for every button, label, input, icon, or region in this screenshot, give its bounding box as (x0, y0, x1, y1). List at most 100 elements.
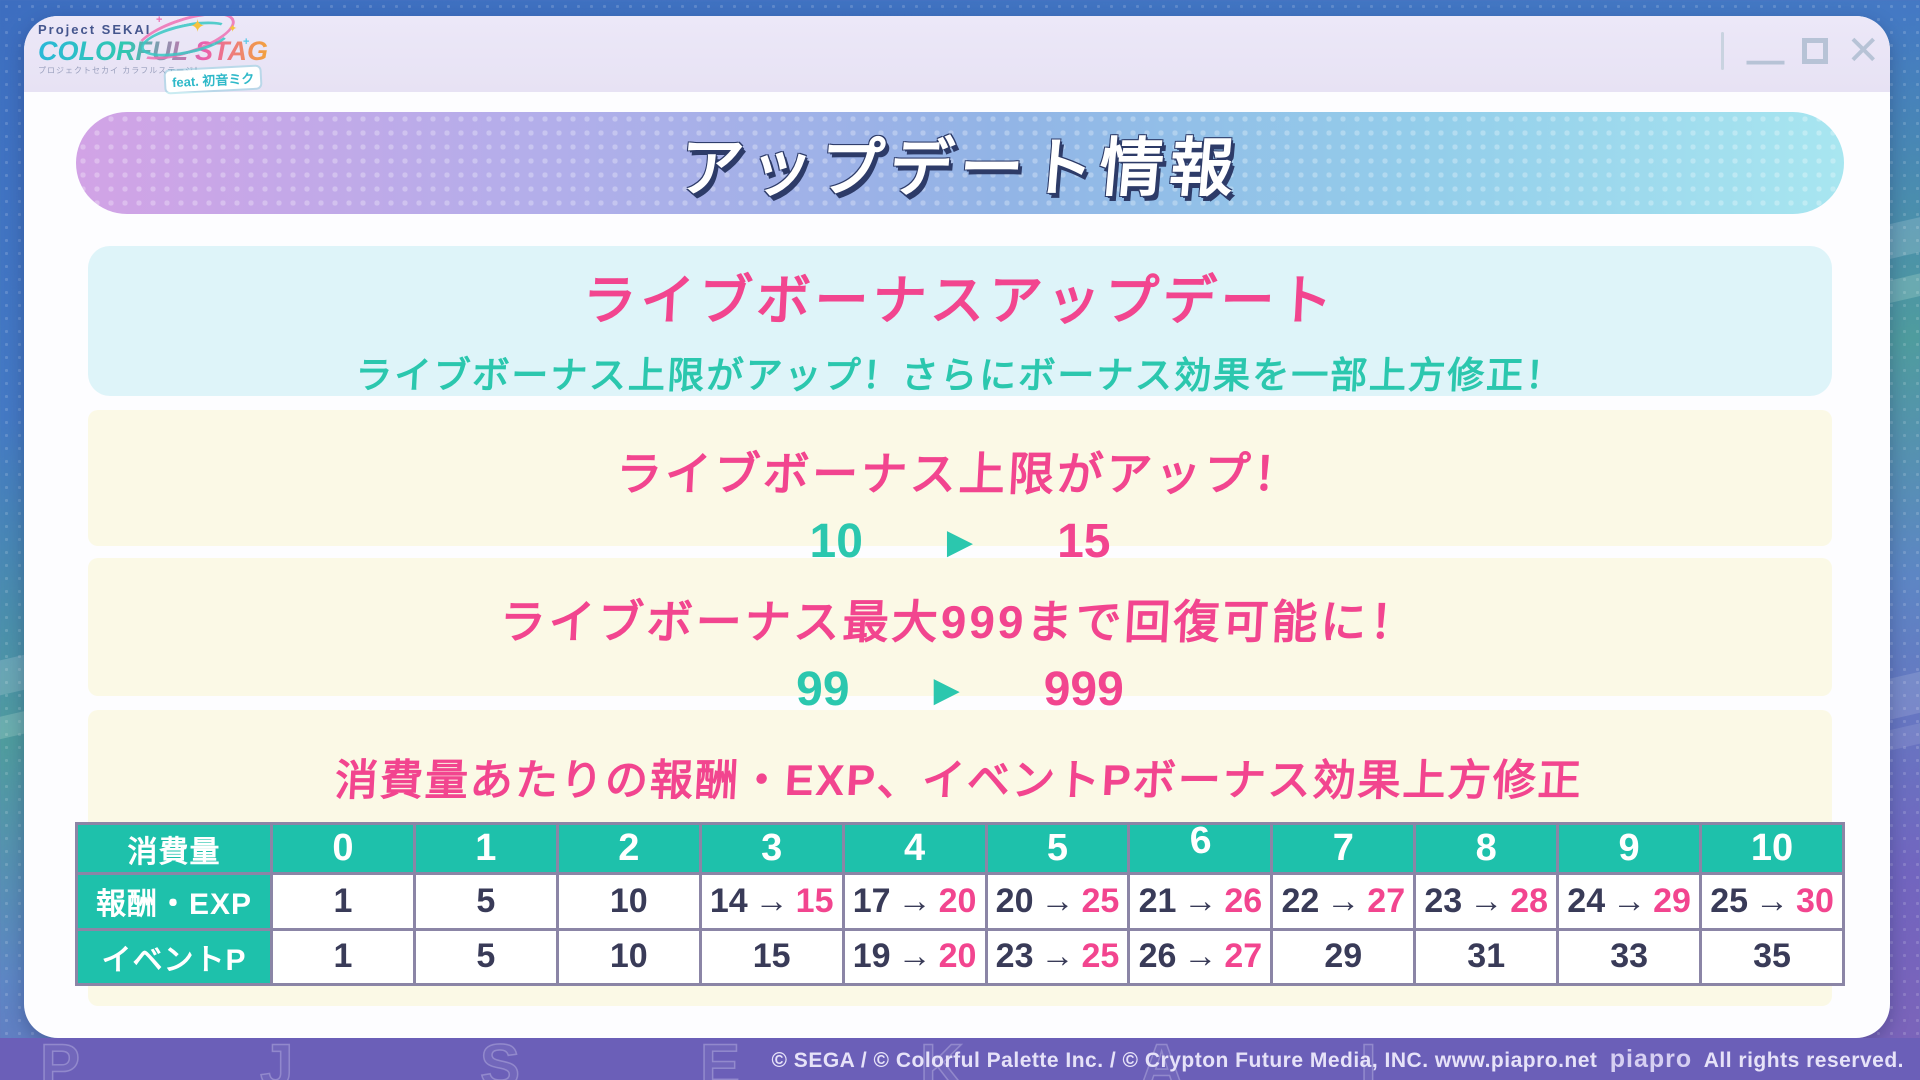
change-arrow-icon: → (1755, 881, 1790, 920)
column-header-value: 2 (618, 827, 640, 869)
table-cell: 26 → 27 (1127, 927, 1274, 986)
table-cell: 10 (555, 927, 702, 986)
new-value: 20 (938, 937, 977, 976)
close-icon[interactable]: ✕ (1846, 29, 1880, 73)
old-value: 5 (476, 881, 496, 920)
old-value: 10 (609, 881, 648, 920)
table-column-header: 3 (698, 822, 845, 875)
table-cell: 33 (1556, 927, 1703, 986)
column-header-value: 9 (1618, 827, 1640, 869)
halftone-pattern (76, 112, 1844, 214)
arrow-right-icon: ▶ (933, 670, 960, 709)
copyright-main: © SEGA / © Colorful Palette Inc. / © Cry… (771, 1048, 1598, 1072)
bonus-recover-heading: ライブボーナス最大999まで回復可能に！ (498, 596, 1420, 648)
old-value: 1 (333, 881, 353, 920)
table-row-label: 報酬・EXP (75, 872, 273, 931)
old-value: 1 (333, 937, 353, 976)
change-arrow-icon: → (754, 881, 789, 920)
change-arrow-icon: → (1040, 937, 1075, 976)
old-value: 26 (1138, 937, 1177, 976)
table-cell: 22 → 27 (1270, 872, 1417, 931)
change-arrow-icon: → (1183, 937, 1218, 976)
recover-before-value: 99 (796, 663, 850, 716)
table-column-header: 9 (1556, 822, 1703, 875)
old-value: 23 (1424, 881, 1463, 920)
column-header-value: 10 (1750, 827, 1794, 869)
watermark-letter: P (39, 1031, 81, 1080)
new-value: 30 (1796, 881, 1834, 920)
table-cell: 5 (412, 927, 559, 986)
old-value: 10 (609, 937, 648, 976)
change-arrow-icon: → (897, 881, 932, 920)
column-header-value: 3 (761, 827, 783, 869)
table-cell: 31 (1413, 927, 1560, 986)
table-column-header: 10 (1699, 822, 1845, 875)
bonus-table-heading: 消費量あたりの報酬・EXP、イベントPボーナス効果上方修正 (333, 757, 1584, 805)
column-header-value: 4 (904, 827, 926, 869)
table-cell: 25 → 30 (1699, 872, 1845, 931)
change-arrow-icon: → (1183, 881, 1218, 920)
old-value: 5 (476, 937, 496, 976)
old-value: 15 (752, 937, 791, 976)
column-header-value: 0 (332, 827, 354, 869)
maximize-icon[interactable] (1802, 38, 1829, 64)
table-cell: 15 (698, 927, 845, 986)
table-column-header: 6 (1127, 819, 1274, 875)
arrow-right-icon: ▶ (946, 522, 974, 561)
sparkle-icon: ✦ (228, 23, 238, 35)
event-p-row: イベントP 1 5 10 15 19 → 20 23 → 25 26 → 27 29 31 33 35 (75, 927, 1845, 986)
old-value: 22 (1281, 881, 1320, 920)
table-column-header: 0 (270, 822, 416, 875)
table-column-header: 7 (1270, 822, 1417, 875)
minimize-icon[interactable]: — (1746, 40, 1785, 82)
table-cell: 24 → 29 (1556, 872, 1703, 931)
table-cell: 20 → 25 (984, 872, 1131, 931)
table-header-row: 消費量 0 1 2 3 4 5 6 7 8 9 10 (75, 819, 1845, 875)
column-header-value: 7 (1332, 827, 1354, 869)
watermark-letter: S (479, 1031, 521, 1080)
window-title-bar (24, 16, 1890, 92)
window-controls: — ✕ (1721, 29, 1880, 82)
table-column-header: 4 (841, 822, 988, 875)
new-value: 26 (1224, 881, 1263, 920)
table-cell: 35 (1699, 927, 1845, 986)
bonus-recover-panel: ライブボーナス最大999まで回復可能に！ 99 ▶ 999 (88, 558, 1832, 716)
column-header-value: 5 (1046, 827, 1069, 869)
rights-text: All rights reserved. (1703, 1048, 1904, 1072)
table-cell: 21 → 26 (1127, 872, 1274, 931)
column-header-value: 1 (475, 827, 497, 869)
table-column-header: 5 (984, 822, 1131, 875)
window-controls-divider (1721, 32, 1725, 70)
new-value: 27 (1367, 881, 1406, 920)
old-value: 14 (709, 881, 748, 920)
bonus-limit-panel: ライブボーナス上限がアップ！ 10 ▶ 15 (88, 410, 1832, 568)
reward-exp-row: 報酬・EXP 1 5 10 14 → 15 17 → 20 20 → 25 21 → 26 22 → 27 23 → 28… (75, 872, 1845, 931)
old-value: 35 (1753, 937, 1791, 976)
old-value: 31 (1467, 937, 1506, 976)
table-column-header: 2 (555, 822, 702, 875)
old-value: 29 (1324, 937, 1363, 976)
sparkle-icon: ✦ (190, 16, 206, 36)
old-value: 20 (995, 881, 1034, 920)
intro-heading: ライブボーナスアップデート (580, 271, 1339, 331)
app-logo: ✦ ✦ + + Project SEKAI COLORFUL STAGE! プロ… (38, 16, 295, 93)
new-value: 28 (1510, 881, 1549, 920)
new-value: 29 (1653, 881, 1691, 920)
table-cell: 19 → 20 (841, 927, 988, 986)
old-value: 21 (1138, 881, 1177, 920)
column-header-value: 8 (1475, 827, 1497, 869)
intro-subheading: ライブボーナス上限がアップ！さらにボーナス効果を一部上方修正！ (354, 355, 1566, 396)
old-value: 23 (995, 937, 1034, 976)
new-value: 15 (795, 881, 834, 920)
bonus-limit-heading: ライブボーナス上限がアップ！ (614, 448, 1304, 500)
table-column-header: 1 (412, 822, 559, 875)
old-value: 24 (1567, 881, 1606, 920)
table-cell: 10 (555, 872, 702, 931)
logo-title-text: COLORFUL STAGE! (38, 36, 295, 66)
sparkle-icon: + (243, 36, 250, 48)
table-cell: 14 → 15 (698, 872, 845, 931)
live-bonus-intro-panel: ライブボーナスアップデート ライブボーナス上限がアップ！さらにボーナス効果を一部… (88, 246, 1832, 396)
old-value: 19 (852, 937, 891, 976)
change-arrow-icon: → (897, 937, 932, 976)
